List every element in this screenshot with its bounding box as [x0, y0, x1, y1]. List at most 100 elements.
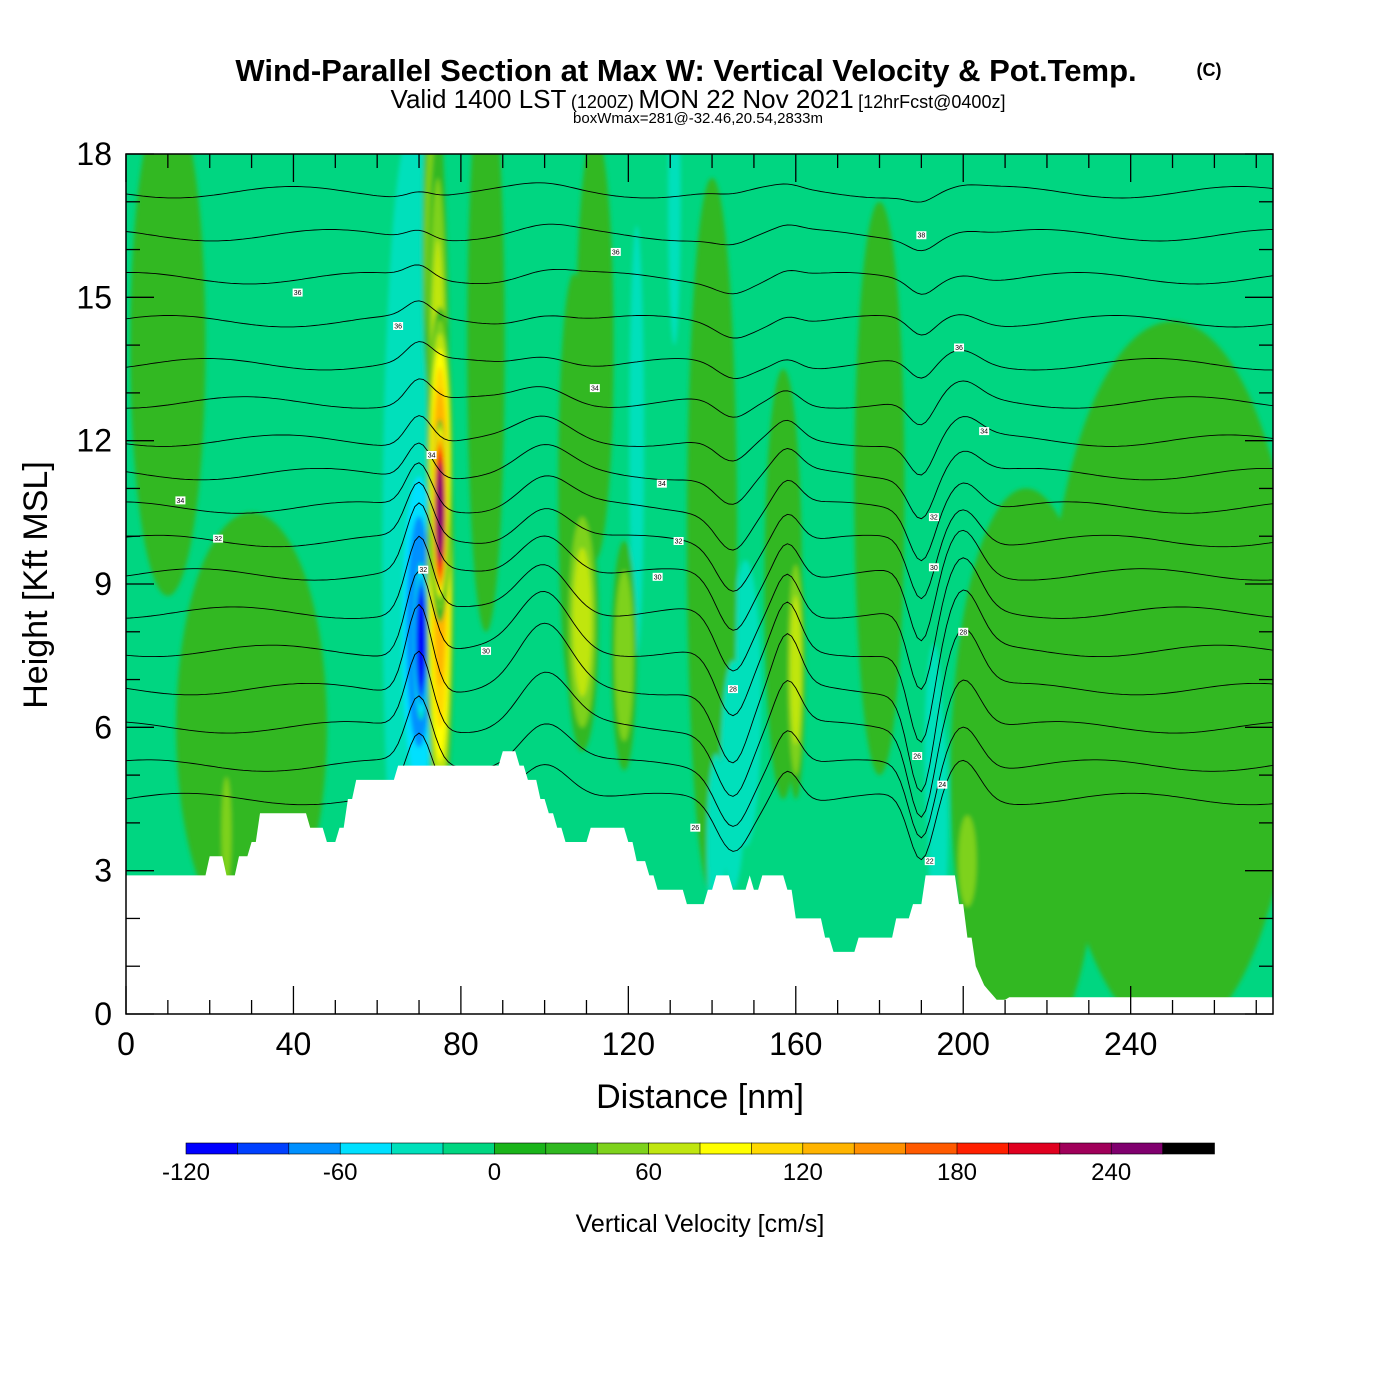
colorbar-swatch — [185, 1142, 239, 1155]
contour-label: 22 — [926, 859, 934, 866]
contour-label-box — [393, 322, 404, 330]
contour-label-box — [656, 479, 667, 488]
colorbar-swatch — [442, 1142, 496, 1155]
contour-label-box — [912, 752, 923, 760]
vertical-velocity-cell — [1092, 380, 1169, 596]
boxwmax-info: boxWmax=281@-32.46,20.54,2833m — [573, 110, 823, 127]
axis-ticks — [125, 153, 1273, 1015]
theta-contour-line — [126, 378, 1273, 426]
contour-label: 36 — [612, 249, 620, 256]
colorbar-swatch — [237, 1142, 290, 1155]
x-tick-label: 40 — [276, 1026, 312, 1062]
colorbar-tick-labels: -120 -60 0 60 120 180 240 — [162, 1159, 1131, 1186]
contour-label: 34 — [428, 453, 436, 460]
contour-label-box — [928, 563, 939, 572]
theta-contour-line — [126, 462, 1273, 562]
theta-contour-line — [126, 300, 1273, 339]
contour-label-box — [481, 646, 492, 655]
valid-date: MON 22 Nov 2021 — [638, 84, 853, 114]
contour-label-box — [652, 572, 663, 581]
contour-label: 36 — [294, 290, 302, 297]
contour-label: 36 — [394, 324, 402, 331]
y-axis-label: Height [Kft MSL] — [17, 461, 55, 709]
contour-label-box — [954, 343, 965, 352]
contour-labels: 36 36 36 38 36 34 34 34 32 34 34 32 32 30 30 32 30 28 28 26… — [175, 231, 990, 866]
copyright-mark: (C) — [1197, 60, 1222, 80]
contour-label: 36 — [955, 345, 963, 352]
vertical-velocity-cell — [576, 154, 614, 561]
contour-label: 30 — [930, 565, 938, 572]
colorbar-tick-label: 240 — [1091, 1159, 1131, 1186]
vertical-velocity-cell — [1182, 380, 1246, 596]
x-tick-label: 120 — [602, 1026, 655, 1062]
colorbar-swatch — [956, 1142, 1010, 1155]
y-tick-label: 9 — [94, 566, 112, 602]
theta-contour-line — [126, 603, 1273, 793]
colorbar-swatch — [699, 1142, 753, 1155]
contour-label-box — [610, 247, 621, 256]
contour-label: 38 — [917, 233, 925, 240]
colorbar-tick-label: 0 — [488, 1159, 501, 1186]
theta-contour-line — [126, 264, 1273, 295]
colorbar-tick-label: 180 — [937, 1159, 977, 1186]
colorbar-swatch — [648, 1142, 701, 1155]
vertical-velocity-cell — [130, 154, 206, 596]
contour-label-box — [979, 427, 990, 436]
contour-label-box — [937, 780, 948, 789]
contour-label: 28 — [729, 687, 737, 694]
contour-label: 28 — [959, 629, 967, 636]
contour-label: 34 — [177, 498, 185, 505]
vertical-velocity-cell — [790, 595, 802, 745]
contour-label-box — [928, 513, 939, 522]
forecast-info: [12hrFcst@0400z] — [858, 92, 1005, 112]
colorbar-swatch — [596, 1142, 650, 1155]
contour-label: 26 — [691, 825, 699, 832]
contour-label-box — [916, 231, 927, 240]
theta-contour-line — [126, 535, 1273, 690]
contour-label-box — [673, 537, 684, 545]
theta-contour-line — [126, 732, 1273, 861]
colorbar-swatch — [905, 1142, 958, 1155]
colorbar — [185, 1142, 1215, 1155]
colorbar-tick-label: 60 — [635, 1159, 662, 1186]
contour-label-box — [418, 565, 429, 574]
x-axis-label: Distance [nm] — [596, 1078, 804, 1116]
theta-contour-line — [126, 570, 1273, 743]
contour-label-box — [958, 627, 969, 636]
theta-contour-line — [126, 502, 1273, 642]
colorbar-tick-label: -120 — [162, 1159, 210, 1186]
vertical-velocity-cell — [467, 154, 505, 632]
contour-label-box — [213, 534, 224, 543]
vertical-velocity-cell — [629, 225, 645, 656]
contour-label-box — [175, 496, 186, 505]
vertical-velocity-cell — [958, 815, 977, 907]
chart-title: Wind-Parallel Section at Max W: Vertical… — [235, 53, 1136, 88]
y-tick-label: 0 — [94, 996, 112, 1032]
colorbar-swatch — [494, 1142, 547, 1155]
contour-label-box — [589, 384, 600, 393]
colorbar-tick-label: 120 — [783, 1159, 823, 1186]
colorbar-tick-label: -60 — [323, 1159, 358, 1186]
x-tick-label: 0 — [117, 1026, 135, 1062]
vertical-velocity-cell — [720, 660, 746, 890]
theta-contour-line — [126, 695, 1273, 839]
contour-label: 30 — [482, 648, 490, 655]
y-tick-label: 3 — [94, 853, 112, 889]
contour-label-box — [924, 857, 935, 866]
valid-time-line: Valid 1400 LST (1200Z) MON 22 Nov 2021 [… — [391, 84, 1006, 114]
contour-label: 34 — [658, 481, 666, 488]
vertical-velocity-cell — [854, 201, 905, 776]
x-tick-label: 160 — [769, 1026, 822, 1062]
theta-contour-line — [126, 481, 1273, 600]
contour-label: 32 — [419, 567, 427, 574]
colorbar-swatch — [1162, 1142, 1215, 1155]
x-tick-label: 240 — [1104, 1026, 1157, 1062]
vertical-velocity-cell — [418, 609, 425, 674]
colorbar-swatch — [751, 1142, 804, 1155]
x-tick-labels: 0 40 80 120 160 200 240 — [117, 1026, 1157, 1062]
x-tick-label: 80 — [443, 1026, 479, 1062]
contour-label-box — [426, 451, 437, 459]
vertical-velocity-cell — [668, 154, 681, 346]
contour-label-box — [292, 288, 303, 297]
